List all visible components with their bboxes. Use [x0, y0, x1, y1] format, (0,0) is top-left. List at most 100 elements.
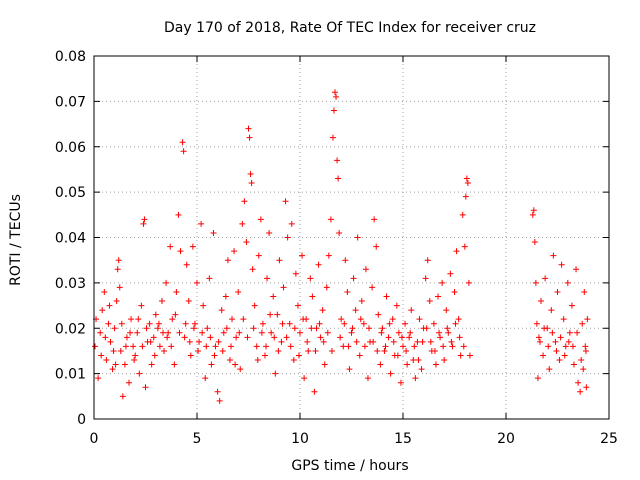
data-point: [371, 216, 378, 223]
data-point: [358, 298, 365, 305]
data-point: [175, 211, 182, 218]
data-point: [443, 307, 450, 314]
data-point: [160, 329, 167, 336]
data-point: [412, 375, 419, 382]
data-point: [180, 148, 187, 155]
data-point: [317, 334, 324, 341]
data-point: [168, 343, 175, 350]
data-point: [390, 338, 397, 345]
data-point: [440, 343, 447, 350]
data-point: [416, 316, 423, 323]
data-point: [245, 125, 252, 132]
data-point: [444, 325, 451, 332]
data-point: [541, 325, 548, 332]
x-tick-label: 10: [291, 431, 309, 447]
data-point: [580, 366, 587, 373]
data-point: [542, 275, 549, 282]
data-point: [333, 93, 340, 100]
data-point: [361, 343, 368, 350]
data-point: [276, 257, 283, 264]
data-point: [393, 302, 400, 309]
data-point: [109, 366, 116, 373]
data-point: [531, 239, 538, 246]
grid-lines: [94, 56, 609, 419]
data-point: [214, 388, 221, 395]
data-point: [212, 343, 219, 350]
data-point: [546, 366, 553, 373]
data-point: [398, 334, 405, 341]
data-point: [328, 347, 335, 354]
data-point: [283, 334, 290, 341]
data-point: [264, 275, 271, 282]
data-point: [311, 388, 318, 395]
data-point: [284, 234, 291, 241]
data-point: [356, 352, 363, 359]
data-point: [570, 361, 577, 368]
data-point: [324, 329, 331, 336]
data-point: [321, 361, 328, 368]
data-point: [117, 347, 124, 354]
data-point: [227, 343, 234, 350]
data-point: [194, 279, 200, 286]
data-point: [123, 334, 130, 341]
data-point: [158, 298, 165, 305]
y-tick-label: 0.07: [55, 94, 86, 110]
data-point: [280, 284, 287, 291]
data-point: [419, 338, 426, 345]
data-point: [320, 338, 327, 345]
data-point: [299, 252, 306, 259]
data-point: [279, 320, 286, 327]
data-point: [354, 234, 361, 241]
data-point: [282, 198, 289, 205]
data-point: [136, 370, 143, 377]
data-point: [187, 352, 194, 359]
data-point: [261, 352, 268, 359]
data-point: [316, 320, 323, 327]
data-point: [575, 379, 582, 386]
y-tick-label: 0.03: [55, 276, 86, 292]
data-point: [457, 352, 464, 359]
data-point: [553, 347, 560, 354]
data-point: [558, 261, 565, 268]
data-point: [345, 343, 352, 350]
data-point: [258, 329, 265, 336]
data-point: [105, 320, 112, 327]
data-point: [274, 311, 281, 318]
data-point: [181, 334, 188, 341]
y-axis-label: ROTI / TECUs: [8, 194, 24, 286]
data-point: [452, 320, 459, 327]
data-point: [146, 320, 153, 327]
data-point: [461, 243, 468, 250]
data-point: [360, 320, 367, 327]
data-point: [301, 375, 308, 382]
data-point: [179, 139, 186, 146]
data-point: [445, 329, 452, 336]
data-point: [455, 316, 462, 323]
data-point: [573, 266, 580, 273]
data-point: [327, 216, 334, 223]
data-point: [530, 207, 537, 214]
data-point: [423, 325, 430, 332]
data-point: [334, 157, 341, 164]
y-tick-label: 0.01: [55, 367, 86, 383]
data-point: [584, 316, 591, 323]
data-point: [223, 325, 230, 332]
data-point: [353, 338, 360, 345]
data-point: [349, 325, 356, 332]
chart-title: Day 170 of 2018, Rate Of TEC Index for r…: [164, 20, 536, 36]
data-point: [203, 343, 210, 350]
data-point: [335, 175, 342, 182]
data-point: [549, 329, 556, 336]
data-points: [92, 89, 591, 404]
data-point: [150, 334, 157, 341]
data-point: [435, 293, 442, 300]
data-point: [132, 352, 139, 359]
data-point: [97, 329, 104, 336]
data-point: [560, 316, 567, 323]
data-point: [463, 175, 470, 182]
data-point: [287, 343, 294, 350]
data-point: [148, 361, 155, 368]
data-point: [140, 220, 147, 227]
data-point: [336, 229, 343, 236]
data-point: [312, 347, 319, 354]
